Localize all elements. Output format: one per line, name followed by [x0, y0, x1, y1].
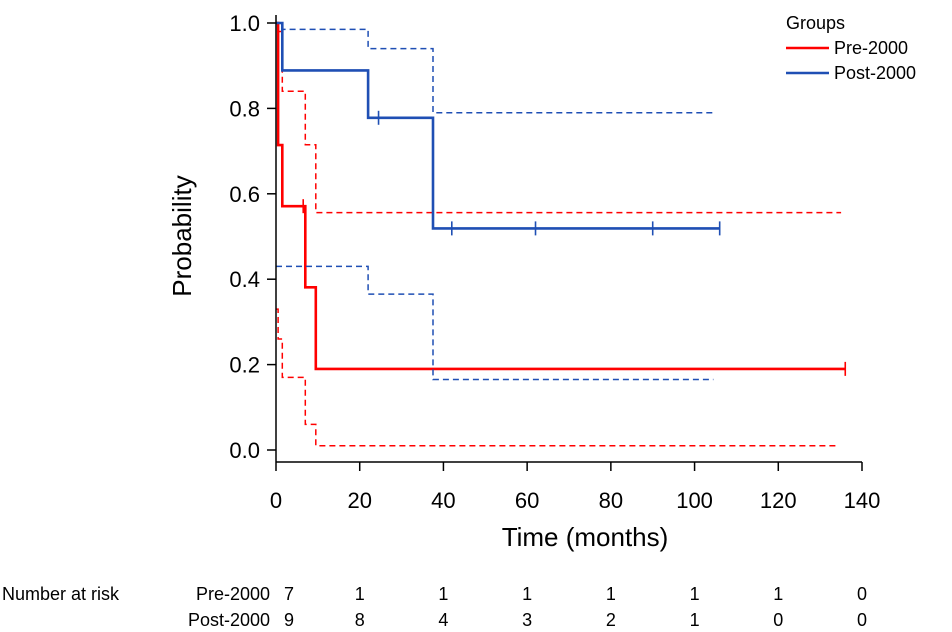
ci-lower-post-2000: [276, 265, 714, 381]
risk-count: 4: [438, 610, 448, 630]
risk-table-title: Number at risk: [2, 584, 120, 604]
series-pre-2000: [276, 21, 847, 447]
legend-label: Pre-2000: [834, 38, 908, 58]
y-tick-label: 0.6: [229, 182, 260, 207]
x-tick-label: 40: [431, 488, 455, 513]
survival-line-pre-2000: [276, 21, 846, 371]
y-tick-label: 0.8: [229, 96, 260, 121]
risk-count: 3: [522, 610, 532, 630]
plot-area: [276, 21, 847, 447]
x-tick-label: 120: [760, 488, 797, 513]
risk-count: 1: [438, 584, 448, 604]
legend-item-post-2000: Post-2000: [786, 63, 916, 83]
x-tick-label: 140: [844, 488, 881, 513]
survival-line-post-2000: [276, 21, 720, 230]
series-post-2000: [276, 21, 721, 381]
legend: Groups Pre-2000 Post-2000: [786, 13, 916, 83]
y-axis-label: Probability: [167, 175, 197, 296]
risk-count: 0: [857, 584, 867, 604]
risk-count: 1: [355, 584, 365, 604]
y-tick-label: 1.0: [229, 11, 260, 36]
ci-lower-pre-2000: [276, 308, 837, 447]
risk-count: 2: [606, 610, 616, 630]
x-tick-label: 60: [515, 488, 539, 513]
risk-count: 7: [284, 584, 294, 604]
risk-count: 1: [773, 584, 783, 604]
risk-table: Number at risk Pre-2000 7 1 1 1 1 1 1 0 Post-2000 9…: [2, 584, 867, 630]
ci-upper-pre-2000: [276, 22, 842, 214]
x-axis-label: Time (months): [502, 522, 669, 552]
x-tick-label: 20: [347, 488, 371, 513]
x-tick-label: 80: [599, 488, 623, 513]
y-tick-label: 0.0: [229, 438, 260, 463]
legend-item-pre-2000: Pre-2000: [786, 38, 908, 58]
risk-count: 1: [522, 584, 532, 604]
risk-row-label: Post-2000: [188, 610, 270, 630]
x-tick-label: 100: [676, 488, 713, 513]
risk-count: 9: [284, 610, 294, 630]
risk-count: 0: [857, 610, 867, 630]
legend-title: Groups: [786, 13, 845, 33]
x-tick-label: 0: [270, 488, 282, 513]
axes: 0.0 0.2 0.4 0.6 0.8 1.0 0 20 40 60 80 100 120 140 Time…: [167, 11, 880, 552]
risk-count: 8: [355, 610, 365, 630]
ci-upper-post-2000: [276, 22, 714, 114]
y-tick-label: 0.4: [229, 267, 260, 292]
risk-count: 1: [690, 610, 700, 630]
risk-count: 1: [606, 584, 616, 604]
risk-count: 0: [773, 610, 783, 630]
risk-row-label: Pre-2000: [196, 584, 270, 604]
risk-count: 1: [690, 584, 700, 604]
y-tick-label: 0.2: [229, 353, 260, 378]
legend-label: Post-2000: [834, 63, 916, 83]
